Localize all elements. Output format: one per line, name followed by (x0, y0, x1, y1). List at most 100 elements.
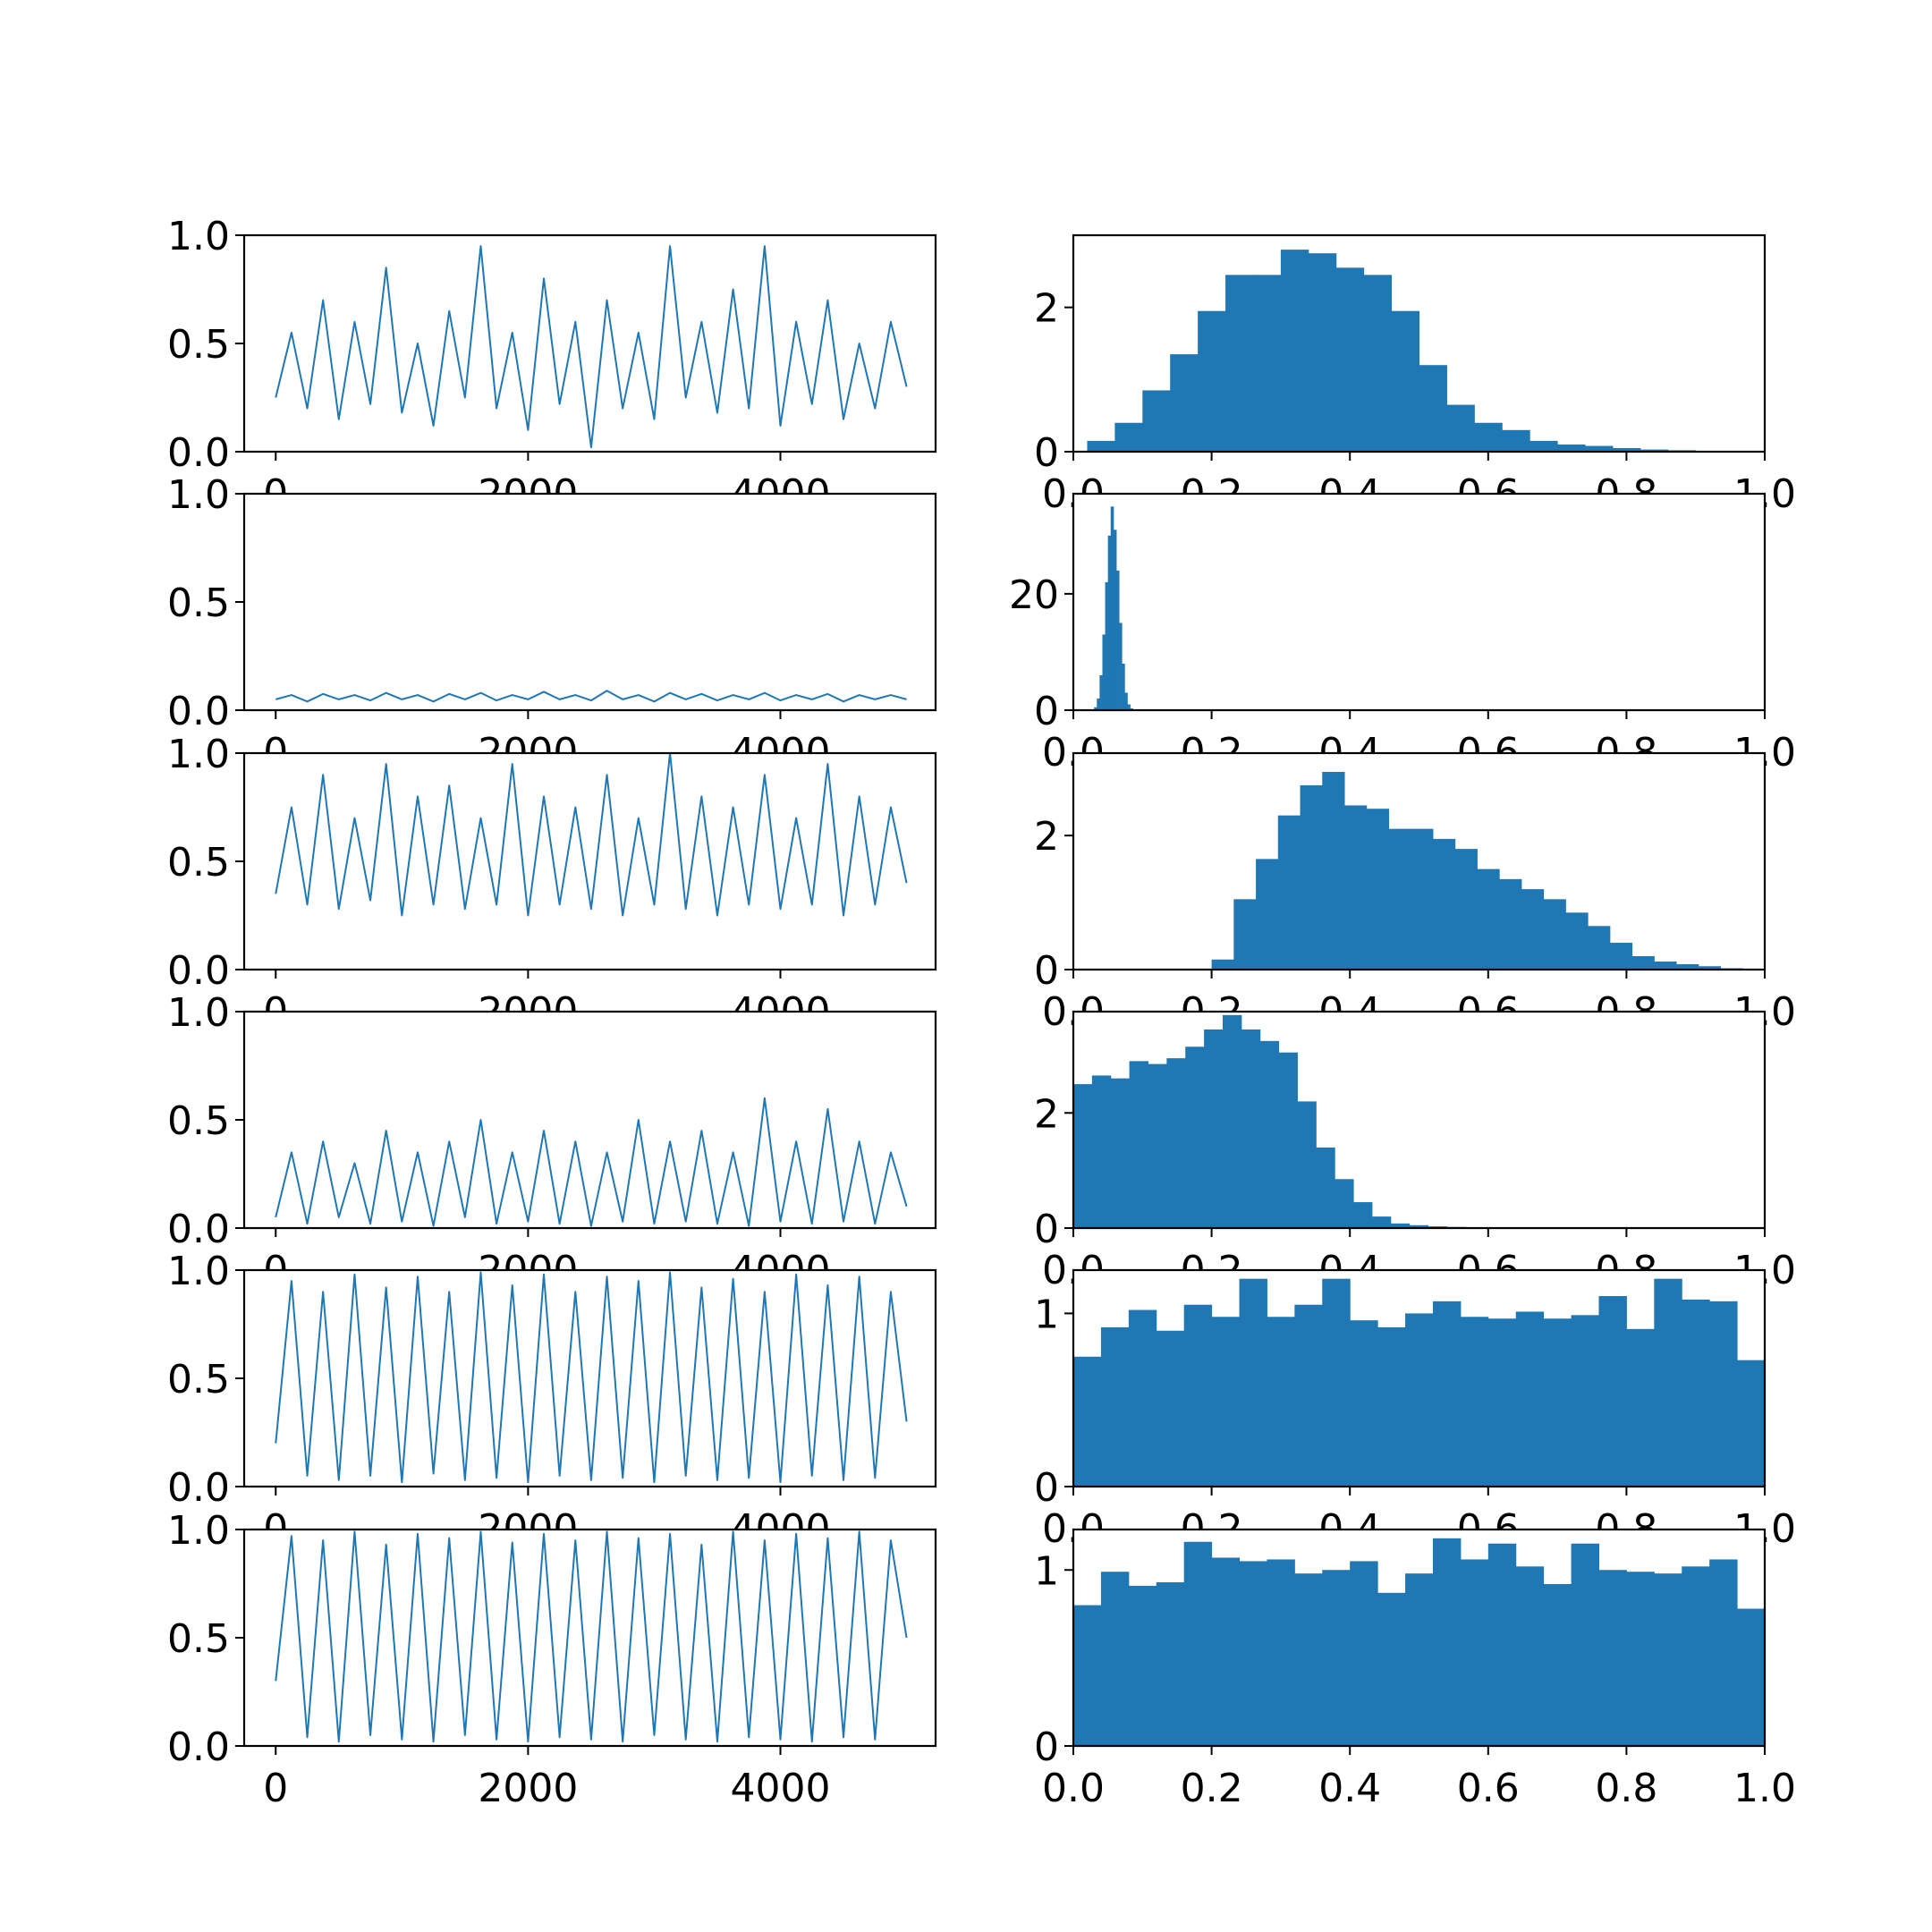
histogram-bar (1460, 1559, 1489, 1746)
histogram-bar (1129, 1061, 1148, 1228)
histogram-bar (1474, 422, 1503, 452)
axes-frame (1072, 492, 1767, 712)
histogram-bar (1166, 1058, 1186, 1228)
x-tick-label: 0.2 (1181, 1766, 1243, 1811)
histogram-bar (1198, 310, 1226, 452)
histogram-bar (1148, 1063, 1167, 1228)
y-tick-label: 0.5 (167, 1098, 230, 1144)
histogram-bar (1366, 809, 1389, 970)
axes-background (244, 1270, 936, 1487)
histogram-bar (1654, 1573, 1682, 1746)
histogram-bar (1097, 698, 1100, 710)
histogram-bar (1446, 404, 1475, 452)
axes-frame (1072, 233, 1767, 453)
histogram-bar (1316, 1147, 1335, 1228)
histogram-bar (1588, 926, 1611, 970)
y-tick-label: 1.0 (167, 472, 230, 518)
histogram-bar (1156, 1330, 1185, 1487)
y-tick-label: 0.5 (167, 580, 230, 626)
histogram-bar (1654, 962, 1677, 970)
trace-line (275, 690, 907, 703)
axes-background (244, 235, 936, 452)
y-tick-label: 1.0 (167, 732, 230, 777)
histogram-bar (1405, 1573, 1434, 1746)
y-tick-label: 0 (1034, 430, 1059, 476)
histogram-bar (1682, 1299, 1710, 1487)
histogram-bar (1115, 570, 1120, 710)
histogram-bar (1419, 365, 1447, 452)
histogram-bar (1170, 354, 1199, 452)
histogram-bar (1390, 1223, 1411, 1228)
y-tick-label: 0.0 (167, 689, 230, 734)
histogram-bar (1122, 663, 1125, 710)
histogram-bar (1543, 1583, 1572, 1746)
histogram-bar (1183, 1304, 1213, 1487)
axes-frame (1072, 1268, 1767, 1488)
y-tick-label: 1.0 (167, 990, 230, 1036)
y-tick-label: 1 (1034, 1292, 1059, 1337)
histogram-bar (1477, 869, 1500, 970)
histogram-bar (1350, 1561, 1378, 1746)
y-tick-label: 0.5 (167, 1357, 230, 1402)
histogram-bar (1113, 530, 1117, 710)
histogram-bar (1300, 784, 1323, 970)
histogram-bar (1107, 535, 1112, 710)
histogram-bar (1377, 1592, 1406, 1746)
histogram-bar (1353, 1202, 1373, 1228)
histogram-bar (1110, 506, 1114, 710)
histogram-bar (1211, 1317, 1241, 1487)
histogram-bar (1105, 581, 1109, 710)
x-tick-label: 4000 (731, 1766, 831, 1811)
histogram-bar (1405, 1313, 1434, 1487)
histogram-bar (1585, 445, 1614, 452)
histogram-bar (1432, 1301, 1462, 1487)
y-tick-label: 0.0 (167, 948, 230, 994)
histogram-bar (1128, 1585, 1157, 1746)
histogram-bar (1110, 1078, 1131, 1228)
histogram-bar (1565, 912, 1589, 970)
histogram-bar (1557, 444, 1586, 452)
histogram-bar (1222, 1014, 1242, 1228)
histogram-bar (1676, 964, 1699, 970)
histogram-bar (1598, 1296, 1627, 1487)
histogram-bar (1278, 1052, 1298, 1228)
histogram-bar (1454, 849, 1478, 970)
histogram-bar (1521, 889, 1545, 970)
y-tick-label: 20 (1009, 572, 1059, 618)
histogram-bar (1626, 1328, 1655, 1487)
axes-frame (1072, 751, 1767, 971)
trace-line (275, 1530, 908, 1743)
histogram-bar (1256, 859, 1279, 970)
trace-line (275, 752, 908, 917)
y-tick-label: 0.0 (167, 1724, 230, 1770)
histogram-bar (1183, 1541, 1213, 1746)
histogram-bar (1277, 815, 1301, 970)
histogram-bar (1530, 440, 1558, 452)
histogram-bar (1322, 771, 1345, 970)
histogram-bar (1502, 429, 1530, 452)
histogram-bar (1377, 1326, 1406, 1487)
y-tick-label: 2 (1034, 1091, 1059, 1137)
y-tick-label: 0.0 (167, 430, 230, 476)
histogram-bar (1609, 943, 1633, 970)
histogram-bar (1487, 1543, 1517, 1746)
histogram-bar (1335, 1179, 1354, 1228)
histogram-bar (1487, 1318, 1517, 1487)
histogram-bar (1225, 275, 1254, 452)
histogram-bar (1267, 1559, 1295, 1746)
y-tick-label: 1.0 (167, 214, 230, 259)
x-tick-label: 1.0 (1733, 1766, 1796, 1811)
y-tick-label: 0 (1034, 1724, 1059, 1770)
histogram-bar (1073, 1084, 1093, 1228)
histogram-bar (1371, 1216, 1392, 1228)
histogram-bar (1612, 447, 1641, 452)
histogram-bar (1388, 828, 1411, 970)
trace-line (275, 1271, 908, 1484)
histogram-bar (1073, 1605, 1102, 1746)
histogram-bar (1211, 1557, 1241, 1746)
x-tick-label: 2000 (478, 1766, 578, 1811)
histogram-bar (1391, 310, 1419, 452)
histogram-bar (1543, 899, 1566, 970)
histogram-bar (1409, 1224, 1429, 1228)
